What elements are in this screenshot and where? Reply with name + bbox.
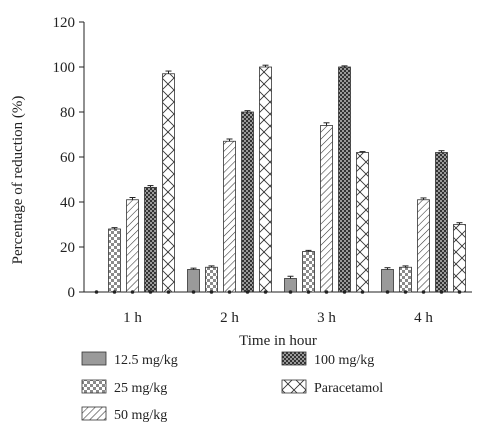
- bar: [399, 266, 412, 293]
- legend-label: 12.5 mg/kg: [114, 353, 178, 368]
- baseline-marker: [263, 290, 268, 294]
- legend-label: 100 mg/kg: [314, 353, 374, 368]
- legend-label: 50 mg/kg: [114, 408, 167, 423]
- baseline-marker: [457, 290, 462, 294]
- baseline-marker: [288, 290, 293, 294]
- legend-swatch: [81, 351, 107, 366]
- baseline-marker: [130, 290, 135, 294]
- bar: [223, 140, 236, 293]
- baseline-marker: [209, 290, 214, 294]
- bar: [144, 186, 157, 293]
- bar: [205, 266, 218, 293]
- bar: [284, 278, 297, 293]
- y-tick-label: 20: [60, 240, 75, 256]
- bar: [108, 228, 121, 293]
- baseline-marker: [342, 290, 347, 294]
- bar: [417, 199, 430, 293]
- y-tick-label: 40: [60, 195, 75, 211]
- baseline-marker: [360, 290, 365, 294]
- y-tick-label: 100: [53, 60, 76, 76]
- bar: [241, 111, 254, 293]
- baseline-marker: [94, 290, 99, 294]
- bar: [187, 269, 200, 293]
- x-tick-label: 1 h: [123, 310, 142, 326]
- baseline-marker: [439, 290, 444, 294]
- bar: [356, 152, 369, 293]
- baseline-marker: [148, 290, 153, 294]
- x-axis: 1 h 2 h 3 h 4 h: [84, 291, 472, 326]
- x-tick-label: 2 h: [220, 310, 239, 326]
- bar: [302, 251, 315, 293]
- x-axis-label: Time in hour: [239, 333, 317, 349]
- bar: [162, 73, 175, 293]
- baseline-marker: [385, 290, 390, 294]
- legend-label: Paracetamol: [314, 381, 383, 396]
- legend-swatch: [81, 379, 107, 394]
- baseline-marker: [324, 290, 329, 294]
- bar: [126, 199, 139, 293]
- bar: [320, 125, 333, 293]
- legend-label: 25 mg/kg: [114, 381, 167, 396]
- x-tick-label: 4 h: [414, 310, 433, 326]
- bar: [338, 66, 351, 293]
- baseline-marker: [166, 290, 171, 294]
- bar: [259, 66, 272, 293]
- y-tick-label: 60: [60, 150, 75, 166]
- legend-swatch: [281, 351, 307, 366]
- y-tick-label: 80: [60, 105, 75, 121]
- y-axis: 0 20 40 60 80 100 120: [53, 15, 85, 301]
- baseline-marker: [112, 290, 117, 294]
- bar: [435, 152, 448, 293]
- baseline-marker: [403, 290, 408, 294]
- y-axis-label: Percentage of reduction (%): [10, 96, 26, 265]
- y-tick-label: 0: [68, 285, 76, 301]
- legend-swatch: [81, 406, 107, 421]
- bar: [381, 269, 394, 293]
- x-tick-label: 3 h: [317, 310, 336, 326]
- bars: [94, 64, 466, 294]
- y-tick-label: 120: [53, 15, 76, 31]
- baseline-marker: [191, 290, 196, 294]
- legend-swatch: [281, 379, 307, 394]
- baseline-marker: [245, 290, 250, 294]
- legend: 12.5 mg/kg 25 mg/kg 50 mg/kg 100 mg/kg Parac…: [81, 351, 383, 423]
- baseline-marker: [306, 290, 311, 294]
- baseline-marker: [421, 290, 426, 294]
- bar: [453, 224, 466, 293]
- baseline-marker: [227, 290, 232, 294]
